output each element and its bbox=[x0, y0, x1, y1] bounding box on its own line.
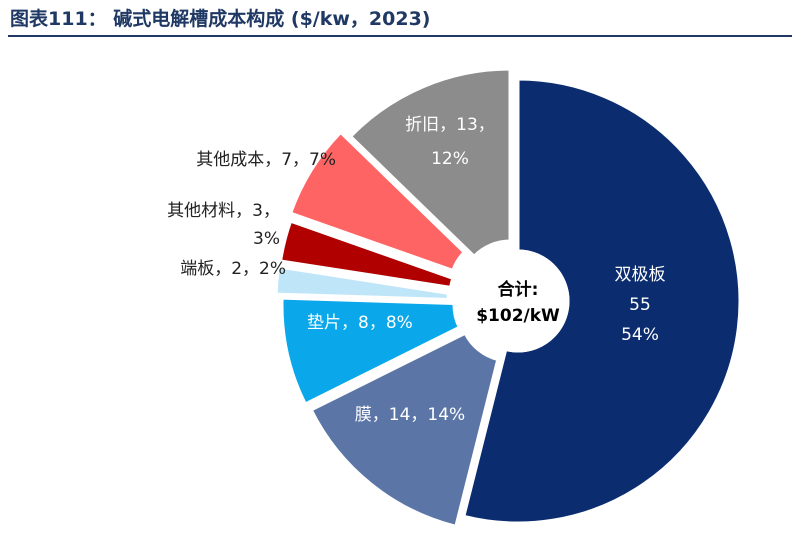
slice-1 bbox=[309, 331, 500, 529]
slice-label-0: 双极板 55 54% bbox=[615, 265, 666, 345]
donut-hole bbox=[466, 249, 570, 353]
slice-label-4: 其他材料，3， 3% bbox=[167, 201, 280, 249]
slice-4 bbox=[278, 219, 455, 290]
slice-3 bbox=[274, 265, 451, 302]
title-divider bbox=[8, 35, 792, 37]
slice-5 bbox=[288, 130, 467, 273]
slice-label-5: 其他成本，7，7% bbox=[196, 150, 336, 170]
slice-label-2: 垫片，8，8% bbox=[307, 313, 413, 333]
total-label: 合计: bbox=[498, 279, 539, 300]
total-value: $102/kW bbox=[476, 306, 560, 326]
chart-title: 图表111： 碱式电解槽成本构成 ($/kw，2023) bbox=[10, 8, 431, 30]
slice-label-3: 端板，2，2% bbox=[180, 259, 286, 279]
slice-6 bbox=[348, 67, 512, 259]
slice-label-1: 膜，14，14% bbox=[355, 405, 465, 425]
slice-2 bbox=[280, 296, 462, 406]
slice-label-6: 折旧，13， 12% bbox=[405, 115, 495, 169]
